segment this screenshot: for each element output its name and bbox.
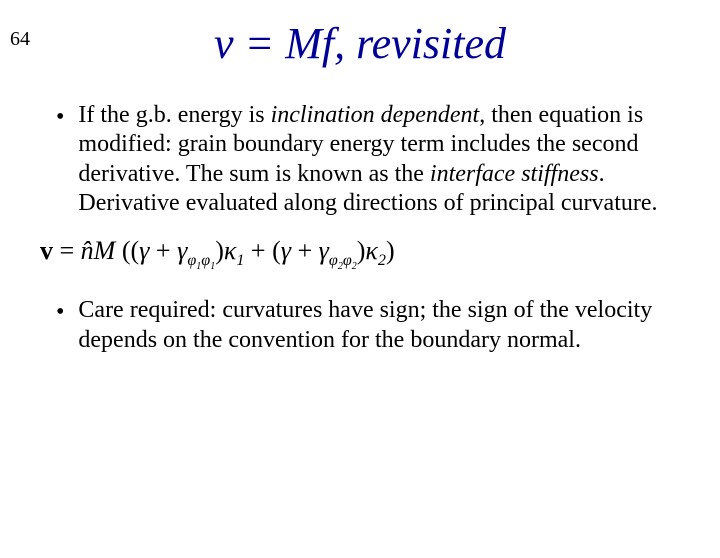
equation-content: v = n̂M ((γ + γφ1φ1)κ1 + (γ + γφ2φ2)κ2) [40,236,395,272]
equation-stiffness: v = n̂M ((γ + γφ1φ1)κ1 + (γ + γφ2φ2)κ2) [40,236,680,272]
bullet-item-2: • Care required: curvatures have sign; t… [56,296,680,355]
slide-title: v = Mf, revisited [0,18,720,69]
bullet-text-1: If the g.b. energy is inclination depend… [78,101,680,218]
bullet-item-1: • If the g.b. energy is inclination depe… [56,101,680,218]
bullet-dot-icon: • [56,103,64,131]
page-number: 64 [10,28,30,51]
bullet-text-2: Care required: curvatures have sign; the… [78,296,680,355]
bullet-dot-icon: • [56,298,64,326]
